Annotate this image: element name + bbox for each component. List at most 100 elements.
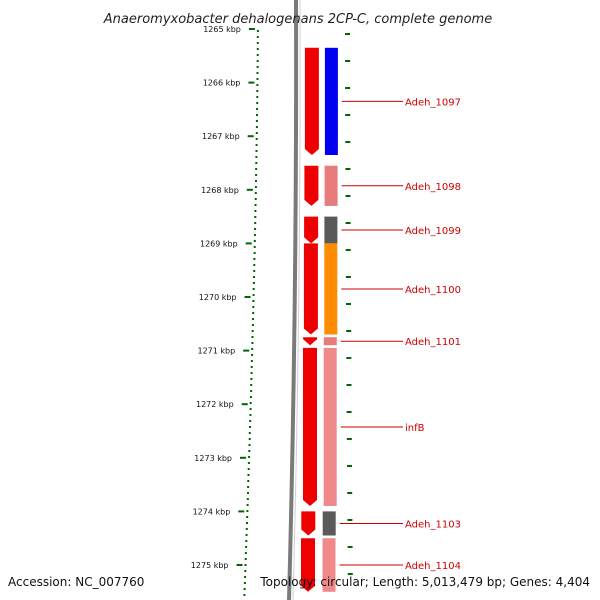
gc-dot [255, 168, 258, 170]
gc-dot [247, 492, 249, 494]
gc-dot [254, 186, 257, 188]
gene-label[interactable]: Adeh_1097 [405, 97, 461, 108]
gc-dot [243, 588, 246, 590]
gene-feature-block[interactable] [322, 538, 336, 592]
gc-dash [345, 87, 351, 89]
gc-dot [255, 144, 258, 146]
gene-label[interactable]: Adeh_1100 [405, 285, 461, 296]
kbp-tick-mark [243, 349, 250, 352]
gc-dash [346, 303, 351, 305]
cds-arrow[interactable] [301, 538, 315, 592]
backbone-highlight [292, 0, 301, 600]
kbp-tick-mark [247, 135, 254, 138]
gc-dot [254, 198, 257, 200]
gc-dash [347, 546, 353, 548]
gene-feature-block[interactable] [322, 511, 336, 536]
gc-dot [252, 300, 255, 302]
kbp-tick-mark [240, 456, 246, 459]
gc-dot [246, 510, 249, 512]
gc-dot [254, 204, 257, 206]
kbp-tick-mark [248, 81, 255, 84]
gene-feature-block[interactable] [324, 243, 338, 335]
gc-dash [345, 276, 351, 278]
feature-track [322, 47, 338, 592]
gene-label[interactable]: Adeh_1104 [405, 561, 461, 572]
gc-dot [251, 348, 254, 350]
gene-feature-block[interactable] [324, 165, 338, 206]
kbp-tick-label: 1270 kbp [199, 293, 237, 302]
gene-feature-block[interactable] [323, 347, 337, 506]
gc-dot [256, 36, 259, 38]
gc-dash [346, 384, 352, 386]
gc-dash [345, 60, 351, 62]
gc-dot [247, 480, 250, 482]
gc-dot [244, 570, 247, 572]
gc-dot [251, 336, 254, 338]
gc-dot [249, 402, 252, 404]
cds-arrow[interactable] [304, 165, 319, 206]
kbp-tick-label: 1265 kbp [203, 25, 241, 34]
gc-dash [347, 519, 353, 521]
gc-dot [248, 450, 251, 452]
gc-dot [253, 246, 256, 248]
gene-label[interactable]: Adeh_1103 [405, 519, 461, 530]
kbp-tick-mark [241, 403, 248, 406]
gc-dash [345, 222, 351, 224]
gene-label[interactable]: Adeh_1098 [405, 182, 461, 193]
gc-dot [248, 432, 251, 434]
gc-dot [248, 456, 251, 458]
gc-dot [256, 60, 259, 62]
gc-dot [255, 120, 258, 122]
gc-dash [345, 141, 351, 143]
gc-dash [346, 357, 352, 359]
gc-dot [256, 42, 259, 44]
topology-text: Topology: circular; Length: 5,013,479 bp… [259, 575, 590, 589]
gene-label[interactable]: Adeh_1099 [405, 226, 461, 237]
gc-dot [253, 258, 256, 260]
cds-arrow[interactable] [301, 511, 316, 536]
gc-dot [254, 222, 257, 224]
cds-arrow[interactable] [304, 216, 319, 244]
gc-dot [247, 462, 250, 464]
gc-dot [245, 534, 248, 536]
gc-dot [256, 90, 259, 92]
cds-arrow[interactable] [303, 347, 317, 506]
gc-dash [347, 492, 353, 494]
gc-dot [250, 384, 253, 386]
gc-dot [256, 96, 259, 98]
gc-dot [250, 366, 253, 368]
gc-dot [252, 282, 255, 284]
gene-label[interactable]: Adeh_1101 [405, 337, 461, 348]
gene-feature-block[interactable] [324, 47, 338, 155]
cds-arrow[interactable] [304, 47, 319, 155]
gene-label[interactable]: infB [405, 423, 425, 434]
gc-dash [346, 438, 352, 440]
gc-dot [246, 516, 249, 518]
gc-dot [244, 552, 247, 554]
kbp-tick-label: 1274 kbp [193, 507, 231, 516]
gc-dash [345, 168, 351, 170]
gene-feature-block[interactable] [323, 337, 337, 346]
gc-dash [347, 573, 353, 575]
genome-title: Anaeromyxobacter dehalogenans 2CP-C, com… [103, 12, 492, 27]
cds-arrow[interactable] [303, 243, 318, 335]
gc-dot [252, 312, 255, 314]
cds-arrow[interactable] [303, 337, 318, 346]
gc-dot [246, 522, 248, 524]
gene-labels: Adeh_1097 Adeh_1098 Adeh_1099 Adeh_1100 Adeh… [339, 97, 461, 572]
gc-dash [347, 465, 352, 467]
gc-dot [252, 306, 255, 308]
gc-dot [243, 582, 246, 584]
kbp-tick-mark [245, 242, 252, 245]
gc-dot [244, 564, 247, 566]
kbp-tick-label: 1268 kbp [201, 186, 239, 195]
gc-dash [345, 249, 351, 251]
gc-dash [345, 114, 351, 116]
gene-feature-block[interactable] [324, 216, 338, 244]
gc-dot [256, 48, 259, 50]
gc-dot [251, 324, 254, 326]
gc-dot [255, 156, 258, 158]
gc-dot [251, 342, 254, 344]
gc-dash [346, 411, 352, 413]
gc-dot [256, 78, 259, 80]
